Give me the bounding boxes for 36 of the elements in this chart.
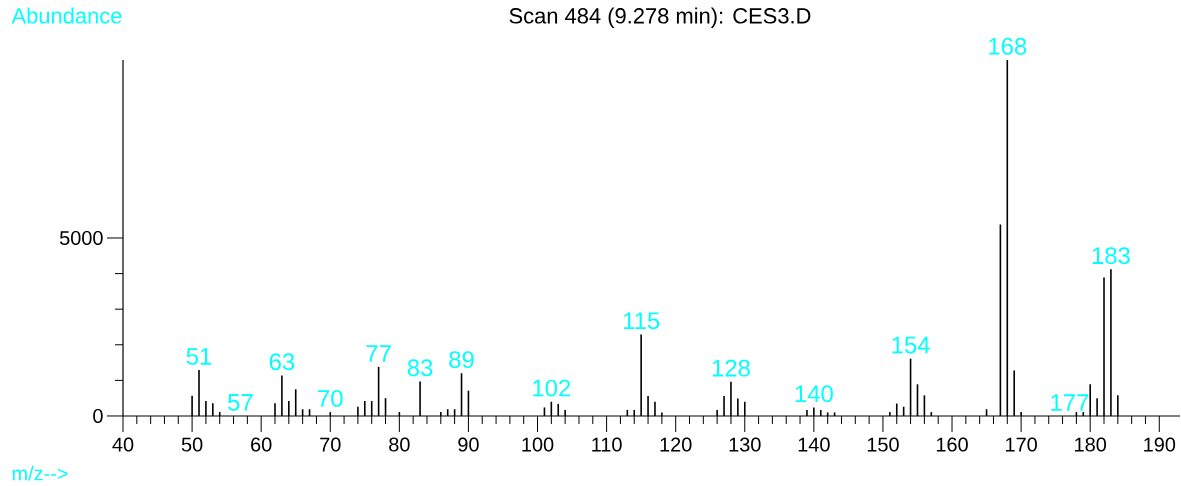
annotation: 115: [623, 312, 660, 330]
x-tick-label: 150: [867, 437, 899, 452]
x-tick-label: 40: [112, 437, 134, 452]
x-tick-label: 170: [1006, 437, 1037, 452]
annotation: 57: [228, 394, 253, 411]
x-tick-label: 130: [729, 437, 761, 452]
annotation: 177: [1051, 394, 1089, 411]
x-tick-label: 180: [1075, 437, 1107, 452]
annotation: 102: [533, 379, 571, 397]
x-axis-title: m/z-->: [12, 465, 68, 481]
annotation: 128: [712, 359, 750, 377]
x-tick-label: 110: [592, 437, 622, 452]
x-tick-label: 140: [798, 437, 830, 452]
annotation: 168: [989, 37, 1027, 55]
x-tick-label: 80: [389, 437, 410, 452]
chart-title: Scan 484 (9.278 min): CES3.D: [509, 7, 811, 28]
x-tick-label: 60: [251, 437, 272, 452]
x-tick-label: 190: [1144, 437, 1176, 452]
x-tick-label: 70: [320, 437, 341, 452]
annotation: 89: [449, 351, 474, 369]
x-tick-label: 100: [522, 437, 554, 452]
annotation: 83: [407, 359, 433, 377]
annotation: 77: [366, 345, 391, 362]
y-tick-label: 5000: [59, 230, 103, 246]
annotation: 70: [318, 389, 343, 407]
annotation: 183: [1092, 247, 1130, 265]
y-axis-title: Abundance: [11, 7, 122, 24]
annotation: 63: [269, 353, 295, 371]
y-tick-label: 0: [93, 408, 103, 424]
annotation: 154: [892, 336, 930, 354]
x-tick-label: 160: [936, 437, 968, 452]
annotation: 140: [795, 385, 833, 403]
x-tick-label: 90: [458, 437, 479, 452]
x-tick-label: 120: [660, 437, 692, 452]
x-tick-label: 50: [181, 437, 203, 452]
annotation: 51: [186, 348, 212, 365]
